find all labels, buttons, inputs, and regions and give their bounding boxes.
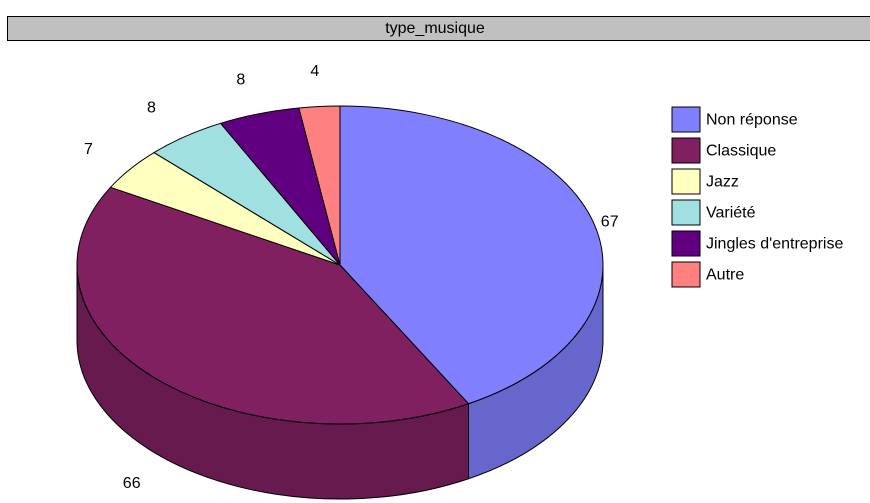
legend-item-variete: Variété — [671, 199, 756, 226]
legend-swatch — [671, 230, 701, 257]
legend-item-autre: Autre — [671, 261, 744, 288]
legend-label: Classique — [706, 143, 776, 160]
value-label-jazz: 7 — [84, 141, 93, 158]
pie-slice-non-reponse — [339, 105, 604, 405]
value-labels: 67 66 7 8 8 4 — [84, 63, 619, 492]
legend-swatch — [671, 106, 701, 133]
chart-legend: Non réponse Classique Jazz Variété Jingles d… — [671, 106, 843, 288]
legend-label: Jazz — [706, 174, 739, 191]
legend-swatch — [671, 199, 701, 226]
value-label-non-reponse: 67 — [601, 214, 619, 231]
legend-item-jingles-d-entreprise: Jingles d'entreprise — [671, 230, 843, 257]
legend-item-jazz: Jazz — [671, 168, 739, 195]
pie-slice-autre — [298, 105, 341, 266]
legend-label: Variété — [706, 205, 756, 222]
value-label-classique: 66 — [123, 475, 141, 492]
legend-item-classique: Classique — [671, 137, 776, 164]
legend-swatch — [671, 261, 701, 288]
pie-slice-classique — [76, 186, 470, 425]
pie-slices — [76, 105, 604, 500]
legend-swatch — [671, 168, 701, 195]
chart-title-bar: type_musique — [7, 16, 870, 41]
value-label-jingles-d-entreprise: 8 — [236, 72, 245, 89]
value-label-variete: 8 — [147, 99, 156, 116]
chart-title: type_musique — [385, 20, 485, 37]
legend-label: Autre — [706, 267, 744, 284]
legend-label: Jingles d'entreprise — [706, 236, 843, 253]
legend-label: Non réponse — [706, 112, 798, 129]
legend-swatch — [671, 137, 701, 164]
value-label-autre: 4 — [310, 63, 319, 80]
legend-item-non-reponse: Non réponse — [671, 106, 798, 133]
